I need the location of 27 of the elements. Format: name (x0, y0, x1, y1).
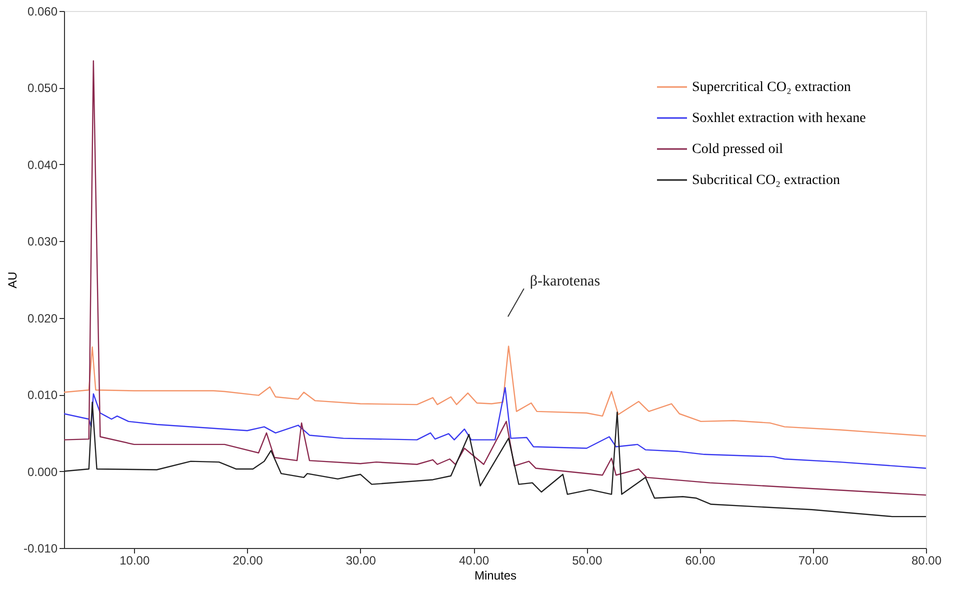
y-axis-title: AU (5, 272, 20, 288)
line-series (64, 387, 926, 469)
x-axis-title: Minutes (474, 568, 517, 582)
x-tick-label: 60.00 (685, 554, 716, 568)
line-series (64, 346, 926, 437)
legend-label: Cold pressed oil (692, 142, 784, 157)
legend-label: Supercritical CO₂ extraction (692, 80, 851, 95)
line-series (64, 402, 926, 518)
y-tick-label: -0.010 (23, 542, 58, 556)
x-tick-label: 80.00 (911, 554, 942, 568)
legend-label: Soxhlet extraction with hexane (692, 111, 866, 126)
y-tick-label: 0.030 (27, 234, 58, 249)
y-tick-label: 0.060 (27, 4, 58, 18)
y-tick-label: 0.010 (27, 388, 58, 402)
x-tick-label: 70.00 (798, 554, 829, 568)
x-tick-label: 20.00 (232, 554, 264, 568)
x-tick-label: 40.00 (458, 554, 490, 568)
y-tick-label: 0.050 (27, 81, 58, 96)
y-tick-label: 0.000 (27, 464, 58, 479)
x-tick-label: 50.00 (572, 554, 602, 568)
legend-label: Subcritical CO₂ extraction (692, 173, 840, 188)
y-tick-label: 0.020 (27, 311, 58, 326)
line-series (64, 60, 926, 496)
x-tick-label: 30.00 (346, 554, 376, 568)
annotation: β-karotenas (530, 274, 600, 290)
x-tick-label: 10.00 (120, 554, 150, 568)
y-tick-label: 0.040 (27, 158, 58, 172)
